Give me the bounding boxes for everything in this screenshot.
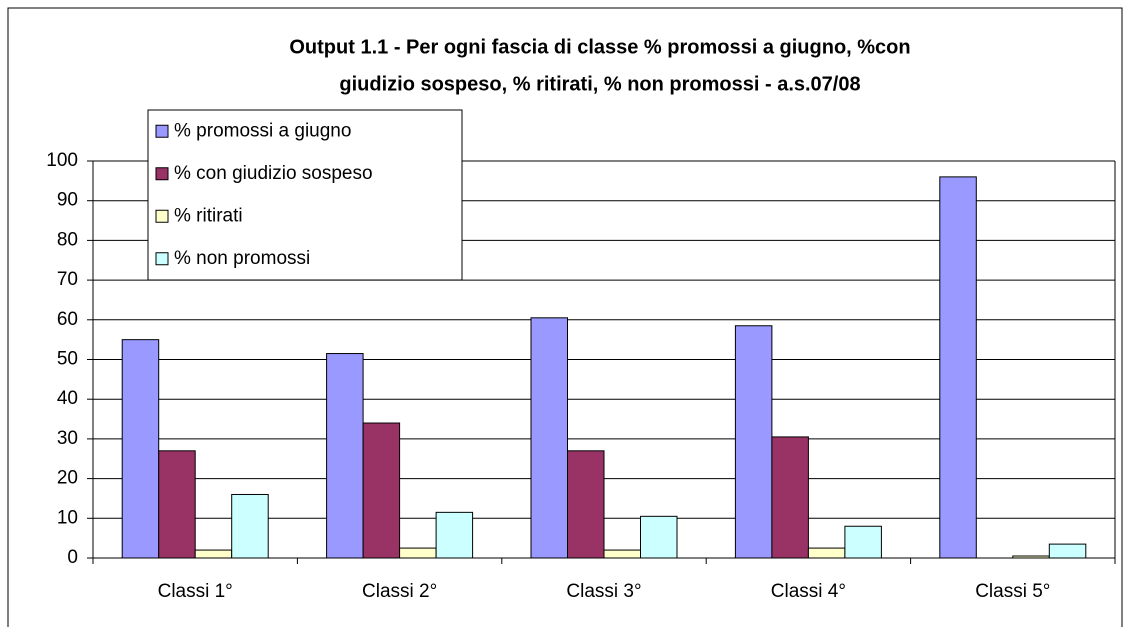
y-tick-label: 90 xyxy=(57,190,78,211)
bar xyxy=(640,515,678,559)
y-tick-label: 100 xyxy=(46,150,78,171)
y-tick-label: 80 xyxy=(57,229,78,250)
bar xyxy=(603,549,641,559)
bar xyxy=(158,450,196,559)
y-tick-label: 20 xyxy=(57,468,78,489)
bar xyxy=(771,436,809,559)
chart-title: Output 1.1 - Per ogni fascia di classe %… xyxy=(289,36,910,58)
y-tick-label: 50 xyxy=(57,349,78,370)
bar xyxy=(121,339,160,559)
bar xyxy=(362,422,401,559)
legend-swatch xyxy=(155,252,169,266)
legend-swatch xyxy=(155,167,169,181)
legend-label: % non promossi xyxy=(174,248,310,269)
bar xyxy=(435,511,474,559)
legend-box xyxy=(147,109,463,281)
bar xyxy=(567,450,605,559)
y-tick-label: 10 xyxy=(57,507,78,528)
bar xyxy=(939,176,977,559)
legend-swatch xyxy=(155,209,169,223)
y-tick-label: 60 xyxy=(57,309,78,330)
y-tick-label: 40 xyxy=(57,388,78,409)
bar xyxy=(1048,543,1087,559)
bar xyxy=(807,547,846,559)
x-tick-label: Classi 3° xyxy=(566,581,641,602)
x-tick-label: Classi 1° xyxy=(158,581,233,602)
x-tick-label: Classi 4° xyxy=(771,581,846,602)
y-tick-label: 0 xyxy=(67,547,78,568)
bar xyxy=(231,493,269,559)
bar xyxy=(530,317,568,559)
chart-title: giudizio sospeso, % ritirati, % non prom… xyxy=(339,73,860,95)
bar xyxy=(326,353,364,559)
x-tick-label: Classi 2° xyxy=(362,581,437,602)
bar xyxy=(399,547,437,559)
legend-label: % con giudizio sospeso xyxy=(174,163,373,184)
y-tick-label: 70 xyxy=(57,269,78,290)
legend-label: % ritirati xyxy=(174,205,243,226)
x-tick-label: Classi 5° xyxy=(975,581,1050,602)
legend-swatch xyxy=(155,124,169,138)
bar xyxy=(844,525,882,559)
legend-label: % promossi a giugno xyxy=(174,120,351,141)
y-tick-label: 30 xyxy=(57,428,78,449)
bar xyxy=(194,549,233,559)
bar xyxy=(734,325,773,559)
